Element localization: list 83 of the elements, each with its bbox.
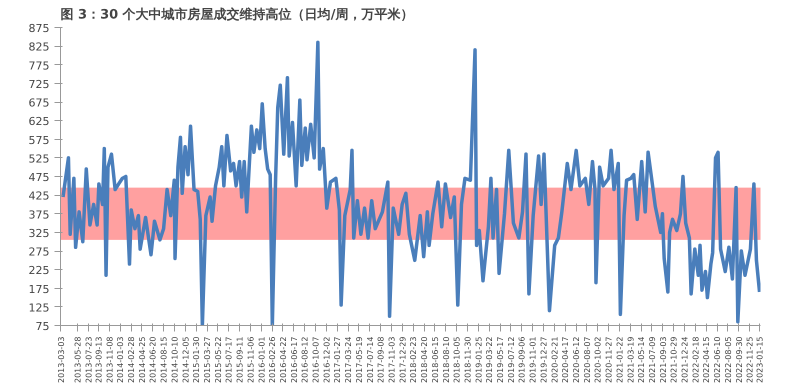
x-tick-label: 2017-05-19 (354, 336, 364, 383)
x-tick-label: 2018-02-23 (409, 336, 418, 383)
x-tick-label: 2015-03-27 (203, 336, 212, 383)
x-tick-label: 2020-11-27 (604, 336, 614, 383)
x-tick-label: 2014-08-15 (160, 336, 169, 383)
x-tick-label: 2019-12-27 (539, 336, 548, 383)
x-tick-label: 2021-12-24 (680, 336, 690, 383)
x-tick-label: 2021-05-14 (637, 336, 646, 383)
y-tick-label: 675 (28, 96, 50, 110)
x-tick-label: 2016-10-07 (312, 336, 321, 383)
x-tick-label: 2019-07-12 (506, 336, 516, 383)
x-tick-label: 2013-09-13 (94, 336, 104, 383)
x-tick-label: 2013-03-03 (56, 336, 66, 383)
x-tick-label: 2017-03-24 (344, 336, 354, 383)
x-tick-label: 2021-10-29 (670, 336, 679, 383)
x-tick-label: 2018-04-20 (420, 336, 430, 383)
x-tick-label: 2019-11-01 (528, 336, 538, 383)
y-tick-label: 275 (28, 246, 50, 258)
x-tick-label: 2013-11-08 (105, 336, 114, 383)
x-tick-label: 2016-12-02 (322, 336, 332, 383)
y-tick-label: 575 (28, 134, 50, 147)
x-tick-label: 2017-12-29 (398, 336, 408, 383)
y-tick-label: 775 (28, 59, 50, 72)
x-tick-label: 2017-09-08 (376, 336, 386, 383)
y-tick-label: 425 (28, 190, 50, 203)
y-tick-label: 375 (28, 208, 50, 222)
x-tick-label: 2017-07-14 (366, 336, 375, 383)
x-tick-label: 2022-02-18 (691, 336, 700, 383)
y-tick-label: 875 (28, 22, 50, 35)
x-tick-label: 2020-10-02 (594, 336, 603, 383)
x-tick-label: 2014-10-10 (170, 336, 180, 383)
x-tick-label: 2019-09-06 (518, 336, 527, 383)
y-tick-label: 475 (28, 171, 50, 184)
x-tick-label: 2022-08-05 (724, 336, 733, 383)
y-tick-label: 825 (28, 40, 50, 54)
y-tick-label: 75 (36, 320, 50, 333)
y-tick-label: 525 (28, 152, 50, 166)
x-tick-label: 2015-05-22 (214, 336, 223, 383)
x-tick-label: 2013-05-28 (74, 336, 83, 383)
x-tick-label: 2014-02-28 (127, 336, 136, 383)
x-tick-label: 2016-08-12 (300, 336, 310, 383)
x-tick-label: 2016-02-26 (268, 336, 278, 383)
x-tick-label: 2018-11-30 (463, 336, 472, 383)
x-tick-label: 2022-04-15 (702, 336, 712, 383)
x-tick-label: 2019-05-17 (496, 336, 506, 383)
x-tick-label: 2015-07-17 (224, 336, 234, 383)
x-tick-label: 2021-01-22 (615, 336, 624, 383)
y-tick-label: 175 (28, 282, 50, 296)
y-tick-label: 725 (28, 78, 50, 91)
chart-title: 图 3：30 个大中城市房屋成交维持高位（日均/周，万平米） (60, 6, 414, 22)
x-tick-label: 2021-03-19 (626, 336, 636, 383)
x-tick-label: 2017-11-03 (388, 336, 397, 383)
x-tick-label: 2020-04-17 (561, 336, 570, 383)
x-tick-label: 2013-07-23 (84, 336, 94, 383)
x-tick-label: 2019-01-25 (474, 336, 484, 383)
y-tick-label: 125 (28, 301, 50, 314)
x-tick-label: 2022-11-25 (746, 336, 755, 383)
x-tick-label: 2014-12-05 (181, 336, 190, 383)
x-tick-label: 2014-06-20 (148, 336, 158, 383)
x-tick-label: 2016-01-01 (257, 336, 266, 383)
x-tick-label: 2018-06-15 (430, 336, 440, 383)
x-tick-label: 2022-06-10 (713, 336, 722, 383)
x-tick-label: 2020-06-12 (572, 336, 582, 383)
x-tick-label: 2020-08-07 (582, 336, 592, 383)
y-tick-label: 225 (28, 264, 50, 278)
x-tick-label: 2018-08-10 (442, 336, 451, 383)
x-tick-label: 2023-01-15 (756, 336, 765, 383)
x-tick-label: 2015-09-11 (236, 336, 245, 383)
y-tick-label: 625 (28, 115, 50, 128)
x-tick-label: 2020-02-21 (550, 336, 560, 383)
x-tick-label: 2014-01-03 (116, 336, 126, 383)
x-tick-label: 2021-07-09 (648, 336, 657, 383)
x-tick-label: 2015-11-06 (246, 336, 256, 383)
x-tick-label: 2021-09-03 (658, 336, 668, 383)
x-tick-label: 2016-06-17 (290, 336, 299, 383)
x-tick-label: 2017-01-27 (333, 336, 342, 383)
x-tick-label: 2019-03-22 (485, 336, 494, 383)
x-tick-label: 2016-04-22 (278, 336, 288, 383)
x-tick-label: 2015-01-30 (192, 336, 202, 383)
y-tick-label: 325 (28, 226, 50, 240)
x-tick-label: 2018-10-05 (452, 336, 462, 383)
x-tick-label: 2014-04-25 (138, 336, 147, 383)
x-tick-label: 2022-09-30 (734, 336, 744, 383)
